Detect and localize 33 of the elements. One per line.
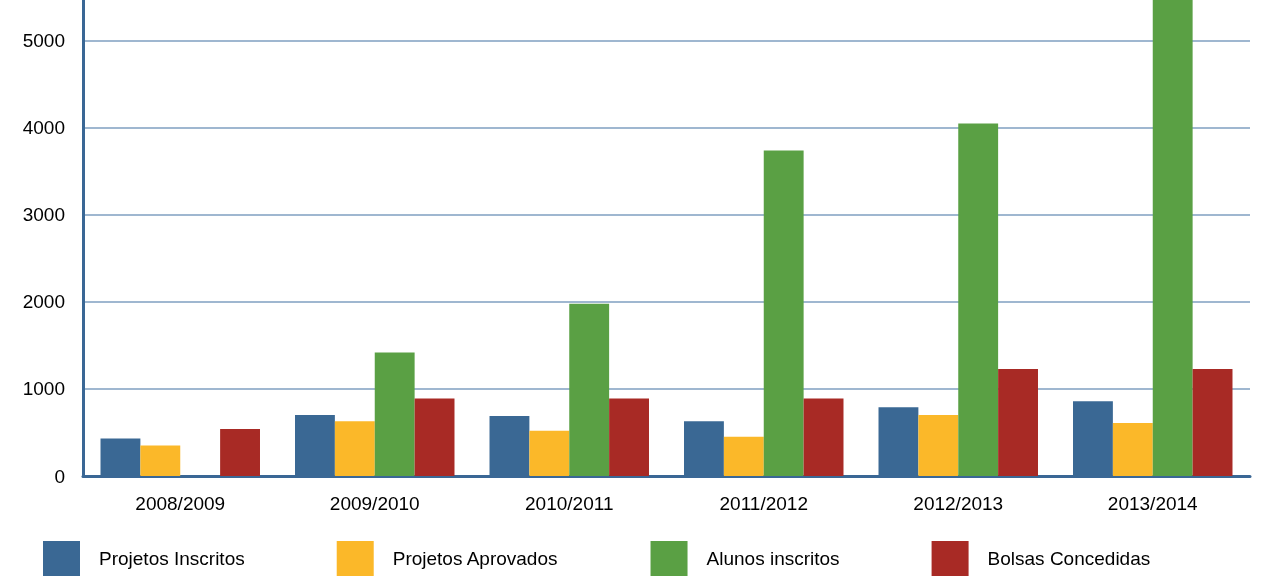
y-tick-label: 5000: [22, 30, 65, 52]
bar: [918, 415, 959, 476]
bar: [220, 429, 260, 476]
bar: [334, 421, 375, 476]
bar: [763, 150, 804, 476]
y-tick-label: 2000: [22, 291, 65, 313]
bar: [803, 398, 844, 476]
bar: [609, 398, 649, 476]
legend-label: Alunos inscritos: [706, 548, 840, 569]
bar: [374, 352, 415, 476]
x-tick-label: 2008/2009: [135, 493, 226, 514]
legend-label: Bolsas Concedidas: [987, 548, 1151, 569]
legend-label: Projetos Aprovados: [392, 548, 558, 569]
y-tick-label: 0: [54, 465, 65, 487]
bar: [529, 430, 570, 476]
bar: [569, 303, 610, 476]
bar: [958, 123, 999, 476]
y-tick-label: 1000: [22, 378, 65, 400]
bar: [723, 436, 764, 476]
bar: [140, 445, 181, 476]
x-tick-label: 2010/2011: [525, 493, 614, 514]
x-tick-label: 2012/2013: [913, 493, 1004, 514]
bar: [998, 368, 1038, 476]
bar: [1112, 422, 1153, 476]
bar: [414, 398, 455, 476]
x-tick-label: 2011/2012: [719, 493, 808, 514]
legend-label: Projetos Inscritos: [99, 548, 245, 569]
y-tick-label: 3000: [22, 204, 65, 226]
x-tick-label: 2013/2014: [1107, 493, 1199, 514]
bar: [1152, 0, 1193, 476]
y-tick-label: 4000: [22, 117, 65, 139]
x-tick-label: 2009/2010: [329, 493, 420, 514]
bar: [1192, 368, 1233, 476]
